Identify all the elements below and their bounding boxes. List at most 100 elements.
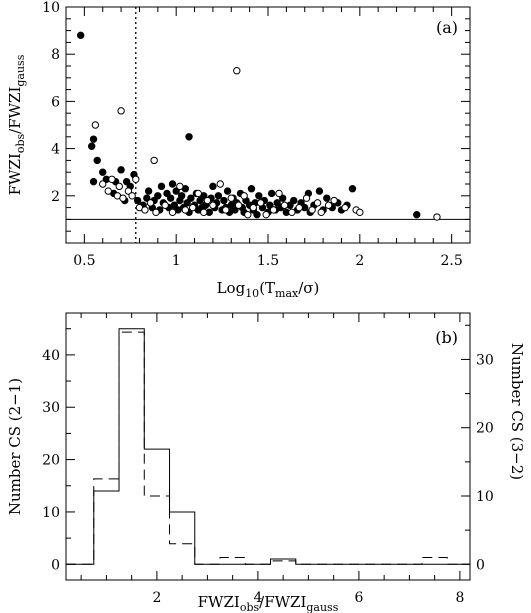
panel-b-tick-labels: 2 4 6 8 0 10 20 30 40 0 10 20 30 — [42, 348, 494, 606]
data-point-filled — [187, 194, 195, 202]
panel-b-x-axis-label: FWZIobs/FWZIgauss — [198, 593, 339, 613]
data-point-open — [317, 208, 325, 217]
data-point-open — [161, 201, 169, 209]
x-label-open: (T — [259, 279, 275, 297]
data-point-open — [262, 210, 270, 219]
data-point-open — [168, 208, 177, 217]
panel-a-label: (a) — [436, 18, 458, 37]
data-point-open — [124, 187, 133, 195]
data-point-open — [249, 203, 258, 212]
data-point-filled — [209, 182, 217, 191]
data-point-open — [295, 203, 303, 212]
data-point-filled — [253, 210, 261, 219]
data-point-filled — [163, 189, 171, 198]
panel-b-histograms — [66, 328, 470, 565]
panel-b-frame — [65, 312, 471, 581]
data-point-open — [128, 192, 136, 200]
y-tick-label: 2 — [51, 189, 60, 205]
data-point-open — [189, 203, 197, 212]
data-point-filled — [247, 185, 256, 193]
data-point-open — [324, 201, 333, 209]
data-point-open — [216, 180, 224, 188]
y-tick-label-right: 10 — [476, 489, 494, 505]
panel-a-tick-labels: 0.5 1 1.5 2 2.5 2 4 6 8 10 — [42, 0, 463, 269]
bx-label-part1: FWZI — [198, 593, 240, 611]
y-tick-label-right: 30 — [476, 352, 494, 368]
data-point-filled — [154, 192, 162, 200]
data-point-open — [308, 206, 316, 214]
x-tick-label: 2 — [355, 253, 364, 269]
data-point-filled — [117, 166, 125, 174]
panel-b-histogram: 2 4 6 8 0 10 20 30 40 0 10 20 30 (b) FWZIobs/FWZIgau… — [6, 312, 526, 613]
data-point-filled — [220, 196, 228, 205]
data-point-open — [341, 203, 349, 212]
data-point-filled — [278, 194, 287, 202]
data-point-filled — [144, 187, 153, 195]
data-point-open — [244, 210, 252, 219]
y-label-sub1: obs — [14, 134, 27, 154]
data-point-filled — [214, 192, 223, 200]
data-point-open — [240, 192, 248, 200]
data-point-open — [200, 208, 208, 217]
panel-b-ticks — [66, 313, 470, 580]
panel-a-ticks — [65, 6, 471, 243]
data-point-filled — [122, 177, 131, 186]
data-point-open — [330, 196, 338, 205]
data-point-filled — [185, 133, 193, 141]
x-label-max-sub: max — [275, 287, 299, 300]
data-point-filled — [99, 168, 107, 176]
data-point-open — [91, 121, 100, 129]
x-label-log-sub: 10 — [245, 287, 259, 300]
data-point-filled — [89, 135, 98, 143]
data-point-filled — [348, 185, 357, 193]
x-tick-label: 0.5 — [73, 253, 95, 269]
data-point-filled — [166, 194, 175, 202]
panel-a-x-axis-label: Log10(Tmax/σ) — [217, 279, 320, 300]
data-point-filled — [93, 156, 101, 165]
data-point-open — [108, 175, 116, 183]
y-label-part2: /FWZI — [6, 87, 24, 134]
data-point-filled — [315, 187, 324, 195]
panel-a-points — [76, 31, 441, 221]
y-tick-label-left: 30 — [42, 400, 60, 416]
data-point-open — [256, 199, 265, 207]
y-label-sub2: gauss — [14, 54, 27, 86]
x-tick-label: 4 — [253, 590, 262, 606]
data-point-filled — [255, 192, 263, 200]
data-point-filled — [323, 194, 331, 202]
y-tick-label-left: 0 — [51, 557, 60, 573]
data-point-open — [115, 182, 123, 191]
panel-a-y-axis-label: FWZIobs/FWZIgauss — [6, 54, 27, 195]
data-point-filled — [89, 177, 98, 186]
y-tick-label: 6 — [51, 94, 60, 110]
data-point-open — [194, 189, 202, 198]
y-tick-label-right: 0 — [476, 557, 485, 573]
data-point-open — [269, 206, 278, 214]
y-tick-label-left: 20 — [42, 453, 60, 469]
data-point-filled — [168, 180, 177, 188]
data-point-open — [313, 199, 322, 207]
x-tick-label: 8 — [455, 590, 464, 606]
histogram-cs-3-2-dashed — [66, 331, 470, 565]
y-tick-label-right: 20 — [476, 421, 494, 437]
x-tick-label: 1 — [172, 253, 181, 269]
x-tick-label: 1.5 — [257, 253, 279, 269]
data-point-open — [209, 201, 217, 209]
data-point-open — [141, 206, 149, 214]
data-point-filled — [273, 199, 281, 207]
data-point-filled — [266, 201, 274, 209]
data-point-open — [356, 208, 364, 217]
data-point-filled — [157, 182, 166, 191]
x-label-close: /σ) — [298, 279, 319, 297]
histogram-cs-2-1-solid — [66, 328, 470, 565]
data-point-open — [176, 182, 184, 191]
data-point-filled — [88, 142, 96, 150]
bx-label-sub1: obs — [240, 601, 260, 613]
data-point-filled — [413, 210, 421, 219]
panel-b-left-y-axis-label: Number CS (2−1) — [6, 378, 24, 515]
data-point-filled — [170, 201, 179, 209]
data-point-open — [234, 201, 243, 209]
data-point-open — [203, 196, 212, 205]
